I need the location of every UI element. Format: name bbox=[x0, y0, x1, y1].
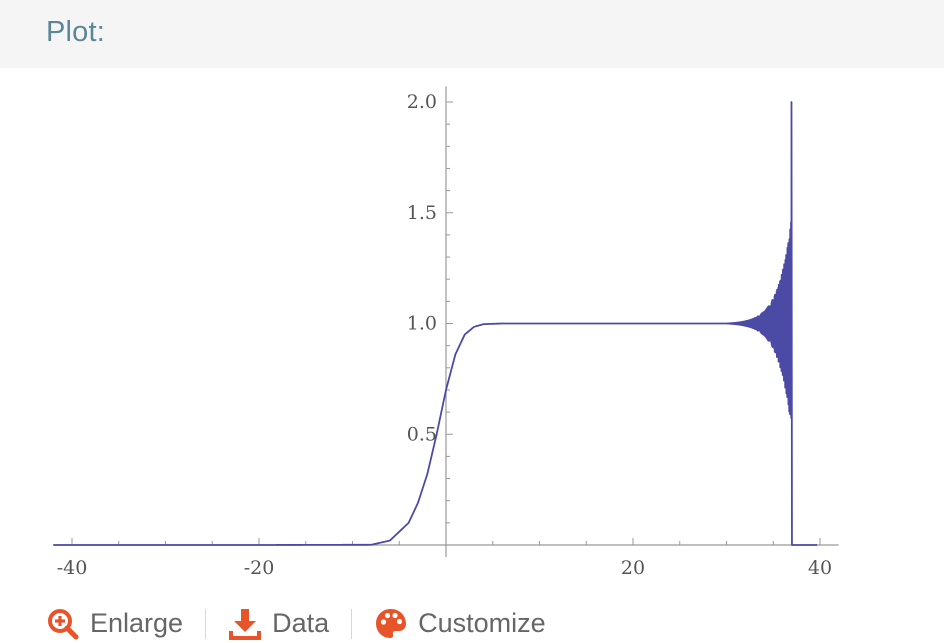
pod-toolbar: Enlarge Data Customize bbox=[46, 604, 546, 643]
palette-icon bbox=[376, 608, 407, 638]
y-tick-label: 1.5 bbox=[407, 202, 437, 224]
toolbar-divider bbox=[351, 608, 353, 639]
plot-chart[interactable]: -40 -20 20 40 0.5 1.0 1.5 2.0 bbox=[0, 68, 944, 604]
x-tick-label: -40 bbox=[57, 557, 88, 579]
data-button[interactable]: Data bbox=[228, 607, 329, 641]
x-tick-label: -20 bbox=[244, 557, 275, 579]
pod-header: Plot: bbox=[0, 0, 944, 68]
data-label: Data bbox=[272, 608, 330, 638]
series-line bbox=[53, 101, 818, 546]
y-tick-label: 2.0 bbox=[407, 91, 437, 113]
axes bbox=[53, 86, 839, 557]
tick-labels: -40 -20 20 40 0.5 1.0 1.5 2.0 bbox=[57, 91, 832, 579]
series-layer bbox=[53, 101, 818, 546]
enlarge-label: Enlarge bbox=[90, 608, 184, 638]
enlarge-button[interactable]: Enlarge bbox=[46, 607, 183, 641]
x-tick-label: 40 bbox=[808, 557, 832, 579]
x-tick-label: 20 bbox=[621, 557, 645, 579]
y-tick-label: 0.5 bbox=[407, 423, 437, 445]
toolbar-divider bbox=[205, 608, 207, 639]
customize-label: Customize bbox=[418, 608, 546, 638]
y-tick-label: 1.0 bbox=[407, 313, 437, 335]
pod-title: Plot: bbox=[46, 16, 106, 48]
zoom-in-icon bbox=[48, 608, 79, 639]
customize-button[interactable]: Customize bbox=[374, 607, 546, 641]
download-icon bbox=[229, 608, 262, 640]
